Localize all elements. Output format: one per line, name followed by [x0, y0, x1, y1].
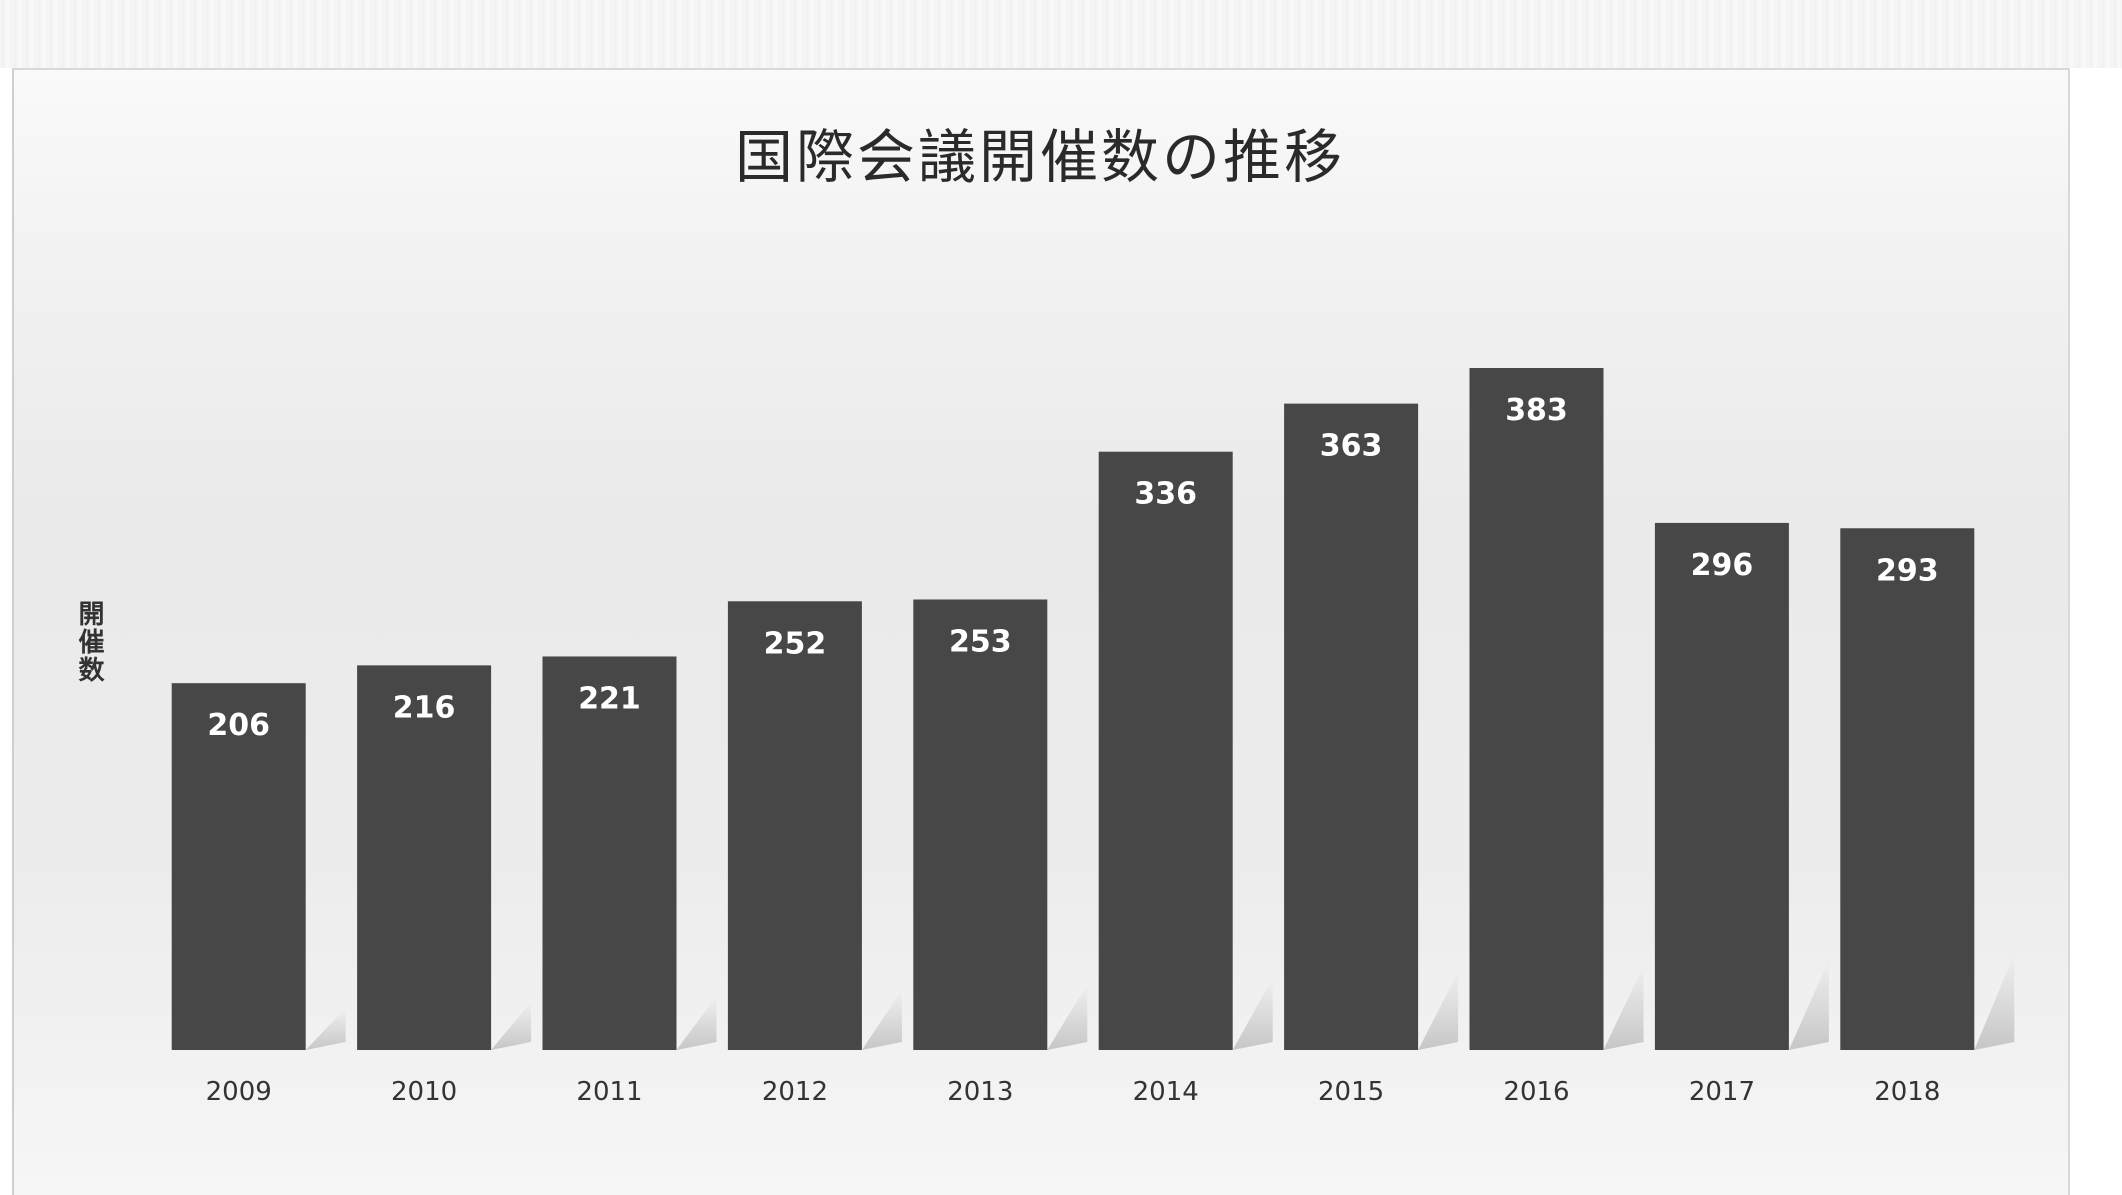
- x-tick-2009: 2009: [206, 1077, 272, 1107]
- bar-2009: [171, 683, 306, 1050]
- bar-2018: [1840, 528, 1975, 1050]
- bar-shadow: [1047, 984, 1088, 1050]
- x-tick-2014: 2014: [1133, 1077, 1199, 1107]
- bar-shadow: [1418, 972, 1459, 1050]
- data-label-2013: 253: [949, 624, 1012, 659]
- bar-2010: [357, 665, 492, 1050]
- bar-shadow: [1974, 954, 2015, 1050]
- bar-shadow: [305, 1008, 346, 1050]
- bar-shadow: [1232, 978, 1273, 1050]
- data-label-2011: 221: [578, 681, 641, 716]
- x-tick-2013: 2013: [947, 1077, 1013, 1107]
- x-tick-2015: 2015: [1318, 1077, 1384, 1107]
- bar-shadow: [1788, 960, 1829, 1050]
- bar-2012: [727, 601, 862, 1050]
- bar-2016: [1469, 368, 1604, 1050]
- x-tick-2010: 2010: [391, 1077, 457, 1107]
- bar-2013: [913, 599, 1048, 1050]
- data-label-2016: 383: [1505, 393, 1568, 428]
- data-label-2010: 216: [393, 690, 456, 725]
- x-tick-2012: 2012: [762, 1077, 828, 1107]
- bar-shadows: [305, 954, 2015, 1050]
- y-axis-label: 開催数: [74, 600, 104, 684]
- data-label-2017: 296: [1691, 548, 1754, 583]
- data-label-2012: 252: [764, 626, 827, 661]
- x-tick-labels: 2009 2010 2011 2012 2013 2014 2015 2016 2017 2018: [206, 1077, 1941, 1107]
- x-tick-2017: 2017: [1689, 1077, 1755, 1107]
- chart-title: 国際会議開催数の推移: [734, 123, 1345, 191]
- bar-shadow: [861, 990, 902, 1050]
- x-tick-2011: 2011: [576, 1077, 642, 1107]
- x-tick-2018: 2018: [1874, 1077, 1940, 1107]
- bar-shadow: [491, 1002, 532, 1050]
- data-label-2015: 363: [1320, 429, 1383, 464]
- bar-shadow: [676, 996, 717, 1050]
- x-tick-2016: 2016: [1503, 1077, 1569, 1107]
- bars: [171, 368, 1975, 1050]
- bar-2014: [1098, 451, 1233, 1050]
- bar-shadow: [1603, 966, 1644, 1050]
- data-label-2014: 336: [1134, 477, 1197, 512]
- value-labels: 206 216 221 252 253 336 363 383 296 293: [207, 393, 1938, 743]
- data-label-2009: 206: [207, 708, 270, 743]
- scan-noise: [0, 0, 2122, 68]
- bar-2011: [542, 656, 677, 1050]
- bar-2015: [1284, 403, 1419, 1050]
- bar-2017: [1654, 522, 1789, 1050]
- data-label-2018: 293: [1876, 553, 1939, 588]
